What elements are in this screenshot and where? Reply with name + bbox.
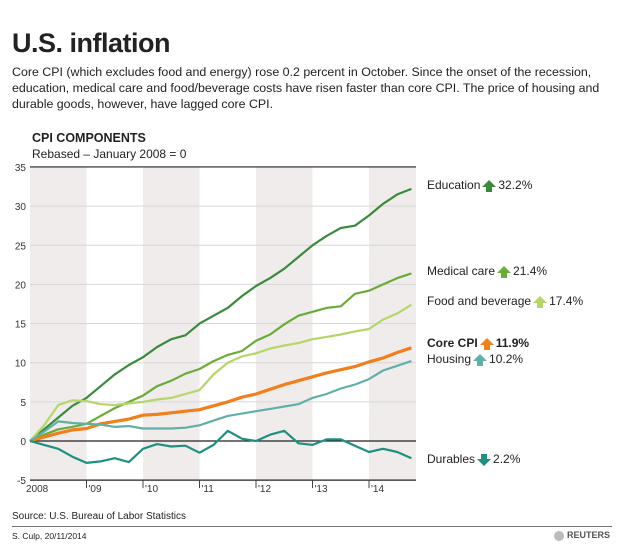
arrow-up-icon bbox=[473, 353, 488, 366]
y-tick-label: -5 bbox=[17, 476, 26, 487]
y-tick-label: 5 bbox=[20, 398, 26, 409]
series-label-food-and-beverage: Food and beverage 17.4% bbox=[427, 294, 583, 308]
arrow-up-icon bbox=[497, 265, 512, 278]
x-tick-label: '10 bbox=[145, 484, 158, 495]
series-line-housing bbox=[29, 360, 412, 442]
series-line-medical-care bbox=[29, 272, 412, 443]
source-note: Source: U.S. Bureau of Labor Statistics bbox=[12, 511, 186, 522]
series-change-value: 10.2% bbox=[489, 352, 524, 366]
y-tick-label: 0 bbox=[20, 437, 26, 448]
y-tick-label: 30 bbox=[15, 202, 27, 213]
series-label-medical-care: Medical care 21.4% bbox=[427, 264, 547, 278]
x-tick-label: '13 bbox=[315, 484, 328, 495]
logo-text: REUTERS bbox=[566, 530, 610, 540]
series-name: Housing bbox=[427, 352, 472, 366]
x-tick-label: '12 bbox=[258, 484, 271, 495]
series-name: Core CPI bbox=[427, 336, 478, 350]
series-label-durables: Durables 2.2% bbox=[427, 452, 520, 466]
chart-subtitle: Rebased – January 2008 = 0 bbox=[32, 147, 187, 161]
y-tick-label: 10 bbox=[15, 359, 27, 370]
arrow-up-icon bbox=[479, 337, 494, 350]
series-change-value: 17.4% bbox=[549, 294, 584, 308]
logo-icon bbox=[553, 530, 564, 541]
chart-title: CPI COMPONENTS bbox=[32, 131, 146, 145]
intro-text: Core CPI (which excludes food and energy… bbox=[12, 65, 600, 111]
footer-divider bbox=[12, 526, 612, 527]
series-label-housing: Housing 10.2% bbox=[427, 352, 523, 366]
y-tick-label: 15 bbox=[15, 320, 27, 331]
series-line-food-and-beverage bbox=[29, 303, 412, 442]
series-label-core-cpi: Core CPI 11.9% bbox=[427, 336, 529, 350]
credit-line: S. Culp, 20/11/2014 bbox=[12, 531, 87, 541]
series-line-core-cpi bbox=[29, 346, 412, 443]
series-line-durables bbox=[29, 429, 412, 464]
page-title: U.S. inflation bbox=[12, 28, 171, 58]
y-tick-label: 25 bbox=[15, 241, 27, 252]
series-change-value: 2.2% bbox=[493, 452, 521, 466]
series-name: Food and beverage bbox=[427, 294, 532, 308]
arrow-down-icon bbox=[477, 453, 492, 466]
series-name: Medical care bbox=[427, 264, 496, 278]
series-name: Education bbox=[427, 178, 481, 192]
x-tick-label: 2008 bbox=[26, 484, 49, 495]
series-change-value: 32.2% bbox=[498, 178, 533, 192]
x-tick-label: '11 bbox=[202, 484, 215, 495]
series-line-education bbox=[29, 187, 412, 442]
series-change-value: 11.9% bbox=[495, 336, 530, 350]
reuters-logo: REUTERS bbox=[553, 530, 610, 541]
series-label-education: Education 32.2% bbox=[427, 178, 532, 192]
arrow-up-icon bbox=[482, 179, 497, 192]
y-tick-label: 35 bbox=[15, 163, 27, 174]
series-change-value: 21.4% bbox=[513, 264, 548, 278]
arrow-up-icon bbox=[533, 295, 548, 308]
y-tick-label: 20 bbox=[15, 280, 27, 291]
x-tick-label: '09 bbox=[89, 484, 102, 495]
series-name: Durables bbox=[427, 452, 476, 466]
x-tick-label: '14 bbox=[371, 484, 384, 495]
